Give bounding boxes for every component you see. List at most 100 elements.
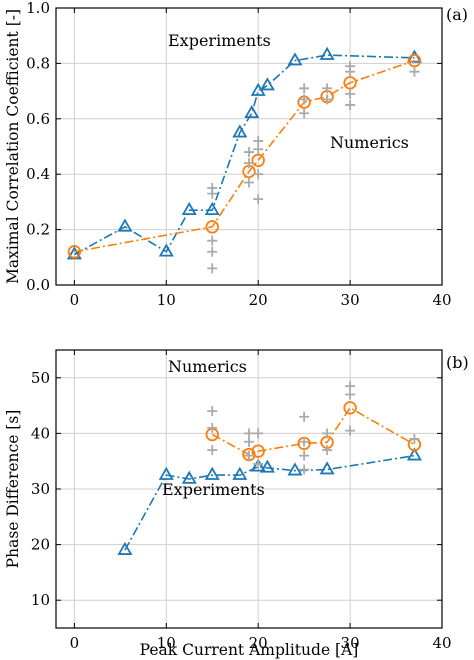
- data-point-run: [253, 144, 264, 155]
- data-point-experiments: [204, 466, 220, 480]
- data-point-numerics: [205, 220, 219, 234]
- y-tick-label: 0.0: [26, 276, 50, 294]
- data-point-experiments: [232, 466, 248, 480]
- data-point-experiments: [117, 541, 133, 555]
- data-point-numerics: [343, 401, 357, 415]
- data-point-experiments: [204, 201, 220, 216]
- data-point-run: [244, 436, 254, 447]
- annotation-numerics: Numerics: [330, 133, 409, 152]
- data-point-run: [322, 94, 333, 105]
- data-point-run: [299, 108, 310, 119]
- data-point-experiments: [244, 104, 260, 119]
- data-point-run: [244, 450, 254, 461]
- data-point-experiments: [250, 458, 266, 472]
- data-point-run: [207, 235, 218, 246]
- data-point-run: [207, 246, 218, 257]
- data-point-run: [345, 66, 356, 77]
- data-point-experiments: [259, 459, 275, 473]
- series-line-numerics: [74, 59, 415, 253]
- data-point-run: [253, 458, 264, 469]
- data-point-numerics: [251, 444, 265, 458]
- data-point-run: [299, 464, 310, 475]
- x-tick-label: 0: [70, 291, 80, 309]
- data-point-numerics: [407, 53, 422, 68]
- data-point-numerics: [343, 76, 357, 90]
- y-tick-label: 0.2: [26, 221, 50, 239]
- plot-frame: [55, 7, 443, 286]
- data-point-experiments: [406, 447, 422, 461]
- x-tick-label: 30: [341, 291, 360, 309]
- data-point-experiments: [158, 466, 174, 480]
- annotation-experiments: Experiments: [162, 480, 265, 499]
- data-point-run: [322, 428, 333, 439]
- data-point-run: [345, 88, 356, 99]
- data-point-run: [299, 94, 310, 105]
- panel-label: (a): [446, 5, 468, 24]
- y-tick-label: 50: [31, 369, 50, 387]
- data-point-run: [244, 158, 254, 169]
- data-point-run: [207, 188, 218, 199]
- data-point-run: [244, 428, 254, 439]
- y-tick-label: 40: [31, 424, 50, 442]
- data-point-run: [253, 194, 264, 205]
- series-line-numerics: [211, 406, 415, 456]
- y-tick-label: 20: [31, 536, 50, 554]
- data-point-experiments: [287, 52, 303, 66]
- x-tick-label: 0: [70, 634, 80, 652]
- data-point-numerics: [67, 245, 82, 259]
- data-point-run: [253, 169, 264, 180]
- x-tick-label: 40: [432, 634, 451, 652]
- y-tick-label: 10: [31, 591, 50, 609]
- data-point-run: [345, 425, 356, 436]
- data-point-run: [207, 263, 218, 274]
- data-point-run: [299, 436, 310, 447]
- data-point-run: [345, 99, 356, 110]
- annotation-experiments: Experiments: [168, 31, 271, 50]
- data-point-run: [207, 422, 218, 433]
- data-point-experiments: [117, 218, 133, 232]
- data-point-experiments: [319, 46, 335, 60]
- annotation-numerics: Numerics: [168, 357, 247, 376]
- x-tick-label: 20: [249, 634, 268, 652]
- data-point-experiments: [287, 462, 303, 476]
- data-point-run: [244, 147, 254, 158]
- data-point-experiments: [232, 124, 248, 138]
- y-tick-label: 30: [31, 480, 50, 498]
- data-point-run: [299, 411, 310, 422]
- y-tick-label: 1.0: [26, 0, 50, 17]
- panel-a: 0 10 20 30 40 0.0 0.2 0.4 0.6 0.8 1.0 Experiments Nu…: [4, 0, 468, 309]
- data-point-experiments: [319, 461, 335, 475]
- y-tick-label: 0.6: [26, 110, 50, 128]
- data-point-run: [409, 66, 420, 77]
- data-point-run: [345, 389, 356, 400]
- data-point-experiments: [259, 77, 275, 91]
- series-line-experiments: [73, 54, 415, 256]
- data-point-run: [322, 83, 333, 94]
- data-point-experiments: [181, 201, 197, 216]
- data-point-numerics: [251, 153, 265, 168]
- data-point-experiments: [158, 243, 174, 257]
- data-point-run: [299, 450, 310, 461]
- y-tick-label: 0.8: [26, 54, 50, 72]
- x-tick-label: 10: [157, 634, 176, 652]
- x-tick-label: 20: [249, 291, 268, 309]
- panel-b: 0 10 20 30 40 10 20 30 40 50 Numerics Experiments Ph…: [4, 349, 469, 659]
- data-point-run: [253, 428, 264, 439]
- x-tick-label: 10: [157, 291, 176, 309]
- data-point-run: [322, 445, 333, 456]
- x-axis-label: Peak Current Amplitude [A]: [140, 641, 359, 659]
- panel-label: (b): [446, 353, 469, 372]
- data-point-run: [244, 177, 254, 188]
- x-tick-label: 40: [432, 291, 451, 309]
- x-tick-label: 30: [341, 634, 360, 652]
- y-tick-label: 0.4: [26, 165, 50, 183]
- series-line-experiments: [124, 454, 415, 551]
- y-axis-label: Maximal Correlation Coefficient [-]: [4, 9, 22, 284]
- data-point-run: [299, 83, 310, 94]
- data-point-experiments: [181, 470, 197, 484]
- y-axis-label: Phase Difference [s]: [4, 410, 22, 569]
- data-point-run: [409, 433, 420, 444]
- data-point-run: [207, 445, 218, 456]
- data-point-run: [207, 406, 218, 417]
